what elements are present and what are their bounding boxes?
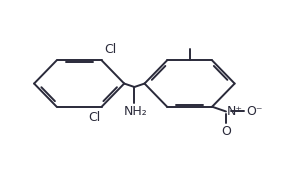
Text: NH₂: NH₂ (124, 105, 148, 118)
Text: N⁺: N⁺ (227, 105, 243, 118)
Text: Cl: Cl (88, 111, 100, 124)
Text: O⁻: O⁻ (246, 105, 263, 118)
Text: Cl: Cl (104, 43, 116, 56)
Text: O: O (221, 125, 231, 138)
